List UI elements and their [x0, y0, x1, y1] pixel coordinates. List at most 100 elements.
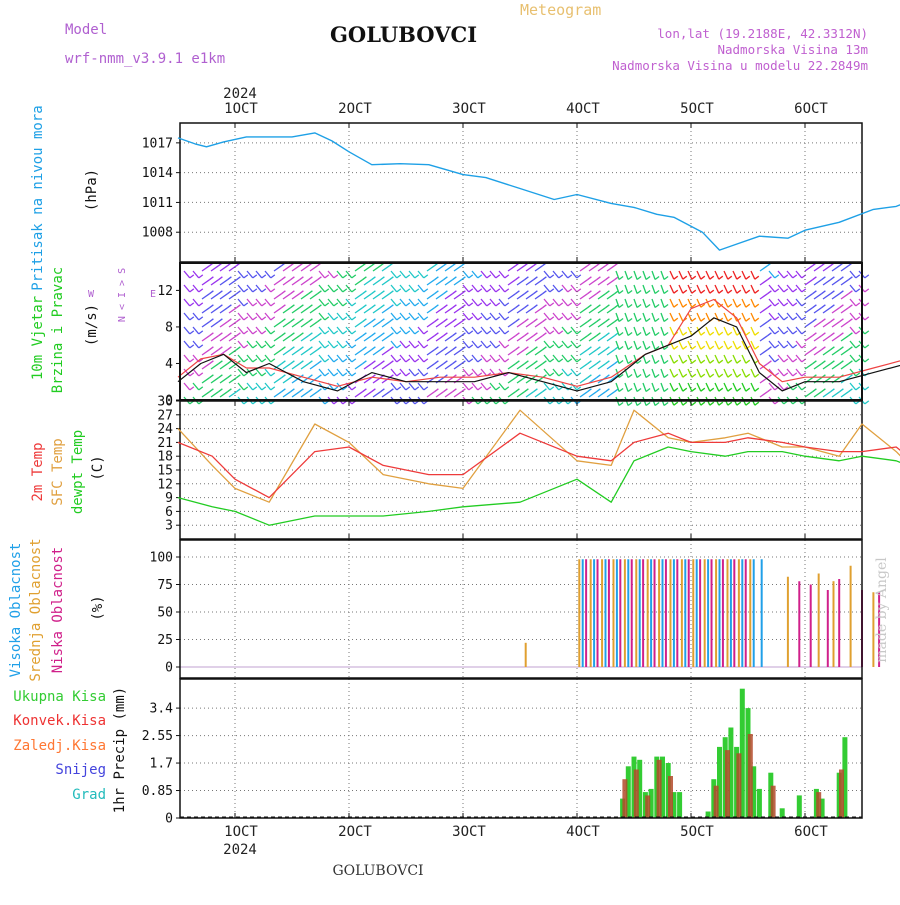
- temp-frame: [179, 400, 863, 540]
- wind-barb: [831, 279, 840, 286]
- wind-barb: [183, 284, 191, 293]
- precip-panel: 0 0.85 1.7 2.55 3.4: [142, 678, 863, 827]
- wind-barb-flag: [414, 274, 420, 279]
- wind-barb: [336, 270, 344, 279]
- wind-barb: [426, 279, 435, 286]
- wind-barb: [201, 349, 210, 356]
- wind-barb: [354, 279, 363, 286]
- wind-barb: [471, 340, 479, 349]
- wind-barb: [615, 312, 620, 322]
- wind-barb: [615, 298, 620, 308]
- wind-barb-flag: [801, 372, 807, 377]
- wind-barb-flag: [198, 344, 204, 349]
- wind-barb: [831, 349, 840, 356]
- wind-barb: [777, 284, 785, 293]
- wind-barb-flag: [299, 332, 304, 337]
- wind-barb-flag: [486, 302, 492, 307]
- wind-barb: [714, 270, 720, 280]
- wind-barb-flag: [839, 346, 844, 351]
- wind-barb-flag: [812, 388, 817, 393]
- wind-barb-flag: [261, 330, 267, 335]
- wind-barb: [606, 391, 615, 398]
- temp-ytick-label: 12: [157, 477, 173, 492]
- wind-barb: [246, 270, 254, 279]
- wind-barb: [273, 321, 282, 328]
- wind-barb-flag: [252, 330, 258, 335]
- wind-barb: [579, 321, 588, 328]
- wind-barb-flag: [317, 388, 322, 393]
- wind-barb-flag: [380, 388, 385, 393]
- wind-barb: [669, 354, 675, 364]
- wind-barb-flag: [495, 302, 501, 307]
- wind-barb-flag: [839, 290, 844, 295]
- wind-barb-flag: [281, 304, 286, 309]
- wind-barb-flag: [515, 346, 520, 351]
- wind-barb-flag: [700, 387, 706, 392]
- wind-barb-flag: [299, 346, 304, 351]
- wind-barb: [246, 284, 254, 293]
- precip-bar-conv: [713, 785, 719, 818]
- legend-freezing-rain: Zaledj.Kisa: [13, 738, 106, 754]
- wind-barb: [516, 265, 525, 272]
- wind-barb-flag: [299, 360, 304, 365]
- wind-barb: [732, 298, 738, 308]
- wind-barb: [588, 307, 597, 314]
- wind-barb-flag: [691, 387, 697, 392]
- wind-barb: [840, 265, 849, 272]
- wind-barb-flag: [663, 289, 669, 295]
- wind-barb-flag: [515, 304, 520, 309]
- wind-barb: [201, 265, 210, 272]
- wind-barb-flag: [830, 360, 835, 365]
- wind-barb: [534, 335, 543, 342]
- wind-barb-flag: [636, 387, 642, 393]
- wind-barb: [336, 284, 344, 293]
- wind-barb-flag: [236, 346, 241, 351]
- temp-ytick-label: 21: [157, 436, 173, 451]
- wind-barb: [678, 382, 684, 392]
- t-2m-line: [177, 432, 900, 499]
- wind-barb: [246, 382, 254, 391]
- wind-barb: [552, 340, 560, 349]
- wind-barb: [201, 321, 210, 328]
- wind-barb-flag: [533, 290, 538, 295]
- wind-barb: [201, 391, 210, 398]
- wind-barb: [399, 284, 407, 293]
- wind-barb: [336, 312, 344, 321]
- wind-barb: [453, 265, 462, 272]
- wind-barb: [795, 354, 803, 363]
- wind-barb-flag: [414, 358, 420, 363]
- wind-barb-flag: [308, 318, 313, 323]
- wind-barb: [201, 307, 210, 314]
- wind-barb-flag: [270, 274, 276, 279]
- wind-barb: [687, 270, 693, 280]
- wind-barb-flag: [461, 346, 466, 351]
- wind-barb: [678, 284, 684, 294]
- wind-barb-flag: [792, 288, 798, 293]
- wind-barb: [282, 377, 291, 384]
- wind-barb-flag: [792, 344, 798, 349]
- wind-barb: [822, 321, 831, 328]
- wind-barb: [732, 270, 738, 280]
- wind-barb: [264, 368, 272, 377]
- wind-barb-flag: [261, 316, 267, 321]
- wind-barb: [408, 312, 416, 321]
- wind-barb: [462, 284, 470, 293]
- wind-barb: [453, 321, 462, 328]
- wind-barb-flag: [605, 276, 610, 281]
- wind-barb-flag: [709, 359, 715, 364]
- wind-barb-flag: [654, 275, 660, 281]
- wind-barb-flag: [486, 288, 492, 293]
- wind-barb: [363, 293, 372, 300]
- wind-barb: [624, 354, 629, 364]
- wind-barb-flag: [636, 373, 642, 379]
- wind-barb: [507, 307, 516, 314]
- wind-barb: [615, 354, 620, 364]
- wind-barb: [525, 363, 534, 370]
- wind-barb-flag: [333, 344, 339, 349]
- wind-barb: [192, 270, 200, 279]
- wind-barb: [435, 363, 444, 370]
- wind-barb-flag: [618, 289, 624, 295]
- wind-barb-flag: [774, 316, 780, 321]
- wind-barb: [831, 293, 840, 300]
